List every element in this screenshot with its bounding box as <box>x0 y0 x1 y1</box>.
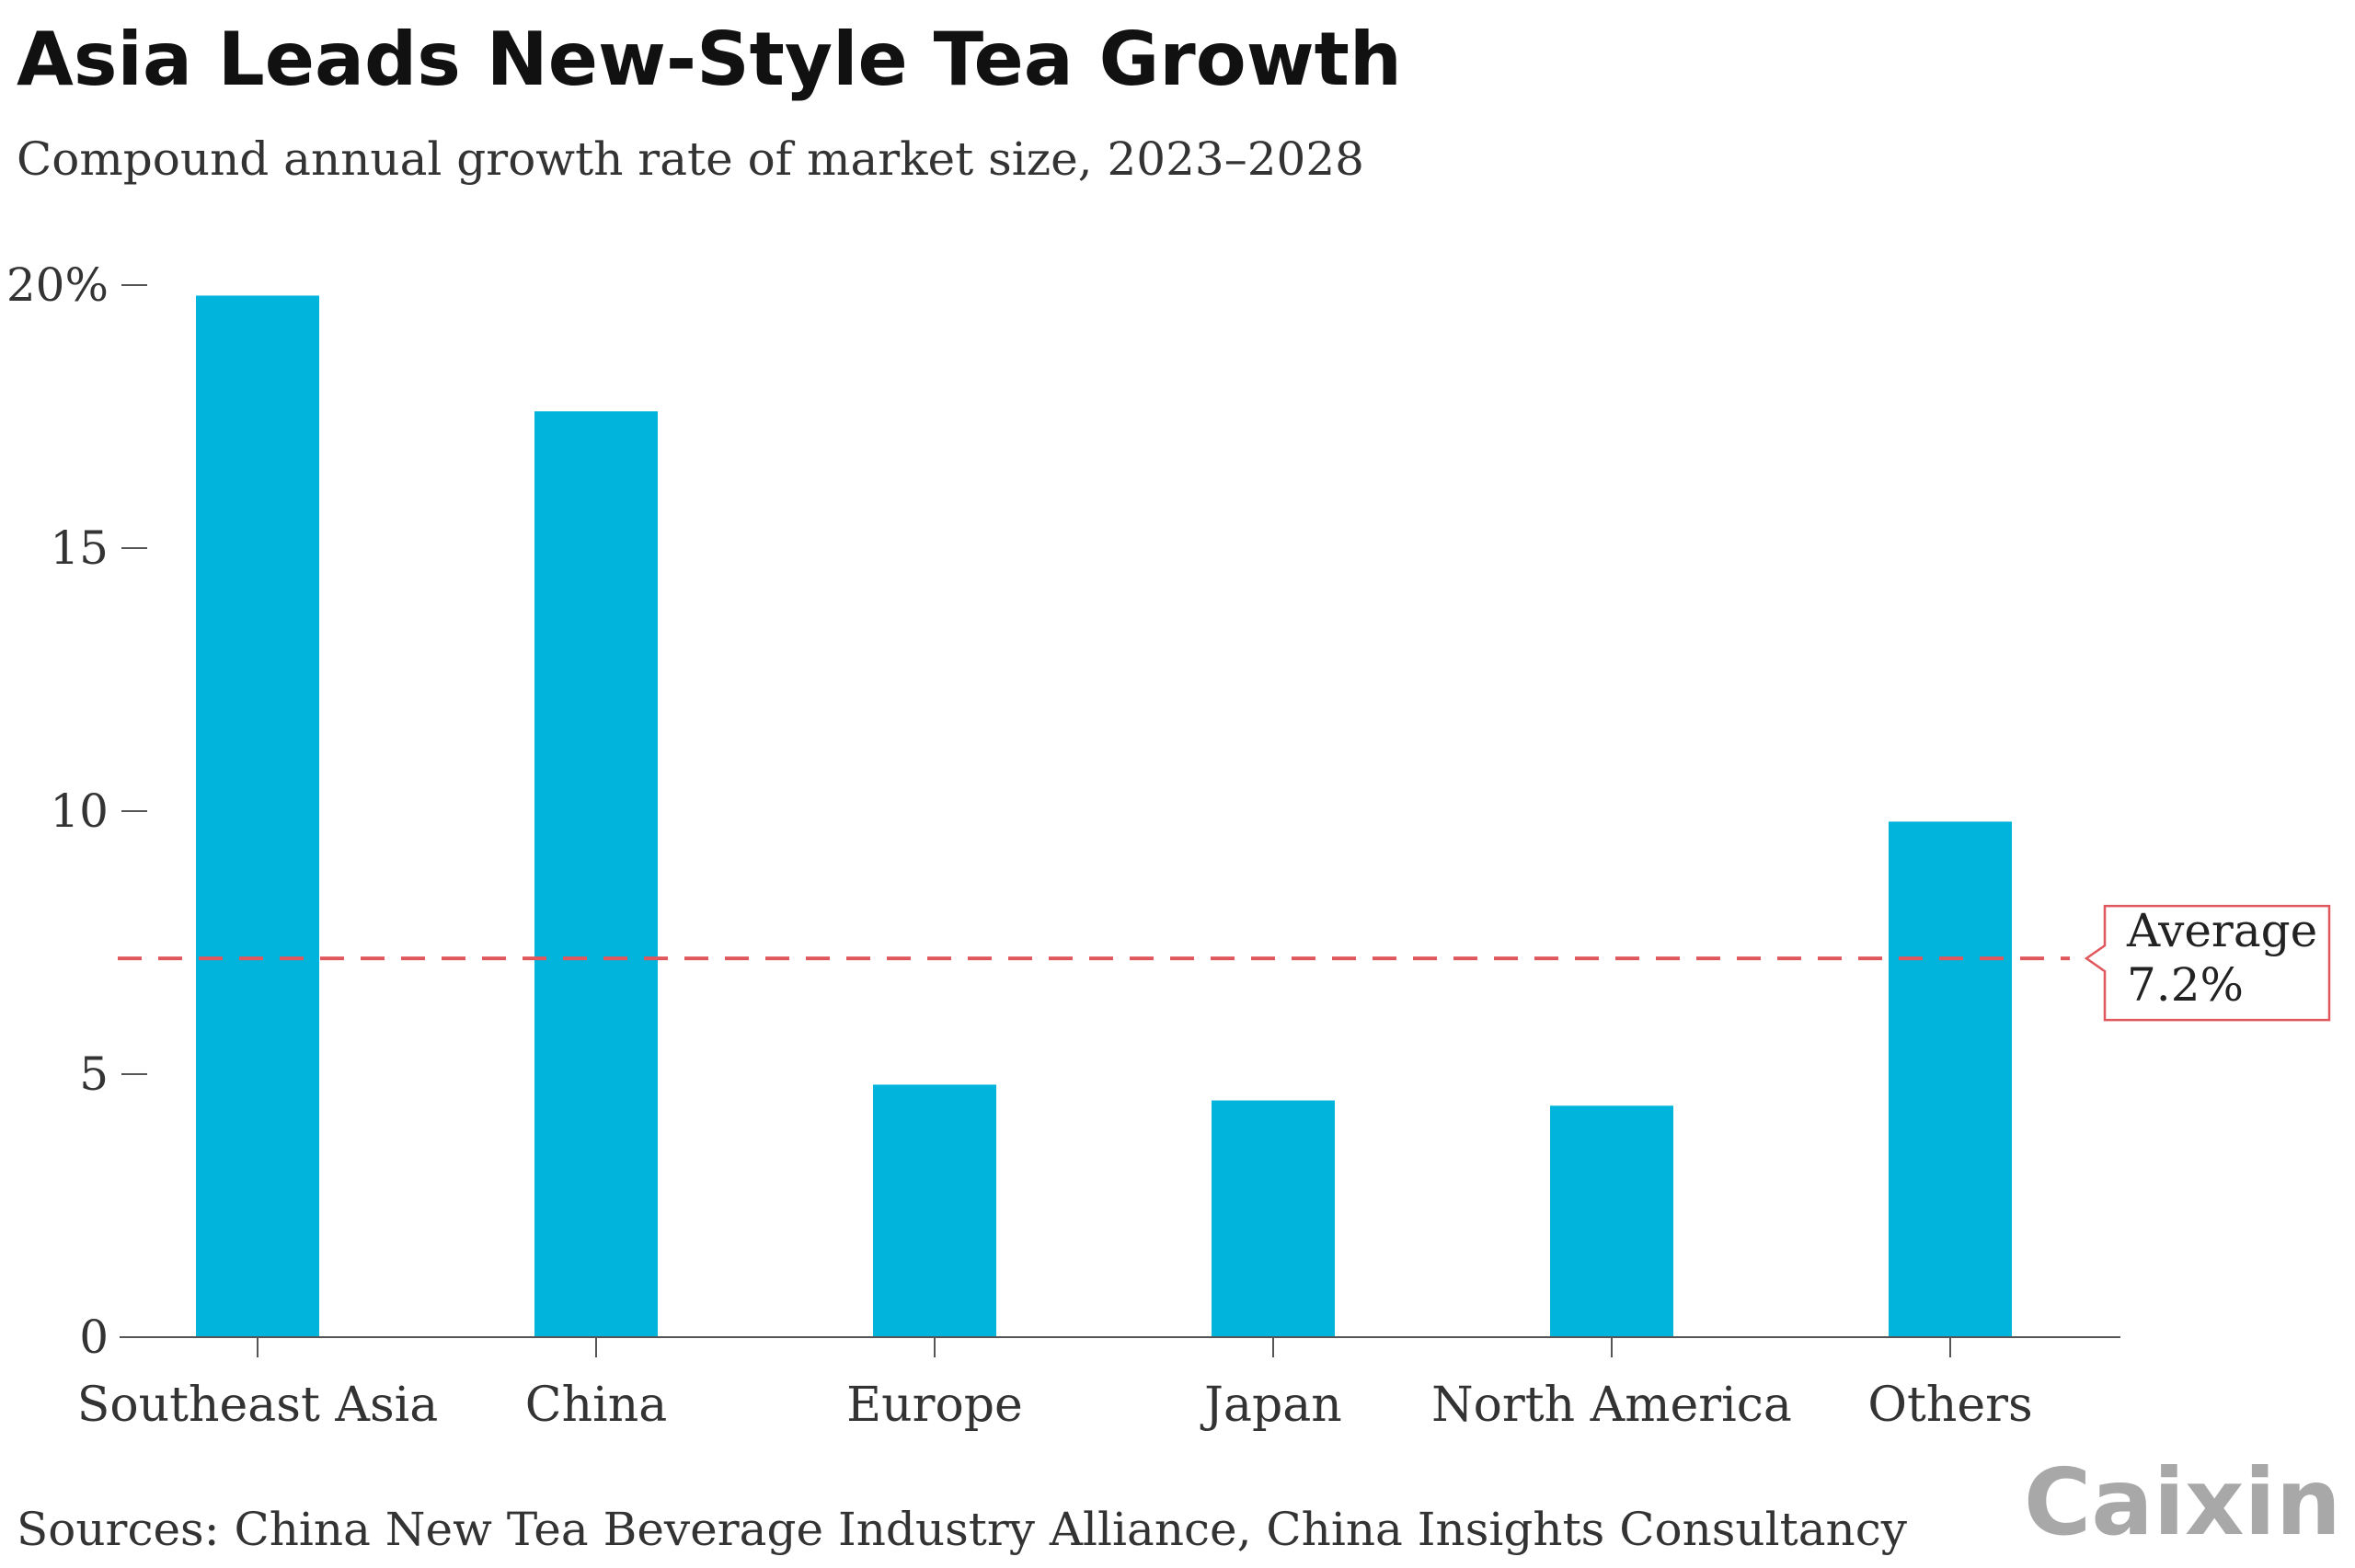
bar-southeast-asia <box>196 295 319 1338</box>
y-tick-label: 10 <box>50 784 109 838</box>
chart-title: Asia Leads New-Style Tea Growth <box>17 17 1402 102</box>
bar-europe <box>873 1084 996 1337</box>
x-tick-label: Japan <box>1200 1378 1342 1433</box>
chart-subtitle: Compound annual growth rate of market si… <box>17 132 1364 186</box>
y-tick-label: 20% <box>6 258 109 312</box>
bars <box>196 295 2012 1338</box>
x-tick-label: China <box>525 1378 667 1433</box>
x-tick-label: Southeast Asia <box>77 1378 439 1433</box>
bar-japan <box>1212 1100 1335 1337</box>
average-value: 7.2% <box>2127 958 2244 1012</box>
bar-north-america <box>1550 1105 1673 1337</box>
source-note: Sources: China New Tea Beverage Industry… <box>17 1503 1908 1556</box>
average-label: Average <box>2126 904 2317 957</box>
x-tick-label: Others <box>1867 1378 2032 1433</box>
y-tick-label: 0 <box>79 1310 109 1364</box>
average-callout-box <box>2084 904 2331 1022</box>
caixin-logo: Caixin <box>2024 1448 2341 1556</box>
y-axis: 0 5 10 15 20% <box>6 258 147 1364</box>
x-axis: Southeast Asia China Europe Japan North Amer… <box>77 1336 2120 1433</box>
bar-china <box>534 411 658 1337</box>
bar-others <box>1889 821 2012 1337</box>
x-tick-label: North America <box>1431 1378 1792 1433</box>
y-tick-label: 5 <box>79 1047 109 1101</box>
x-tick-label: Europe <box>846 1378 1023 1433</box>
y-tick-label: 15 <box>50 521 109 575</box>
